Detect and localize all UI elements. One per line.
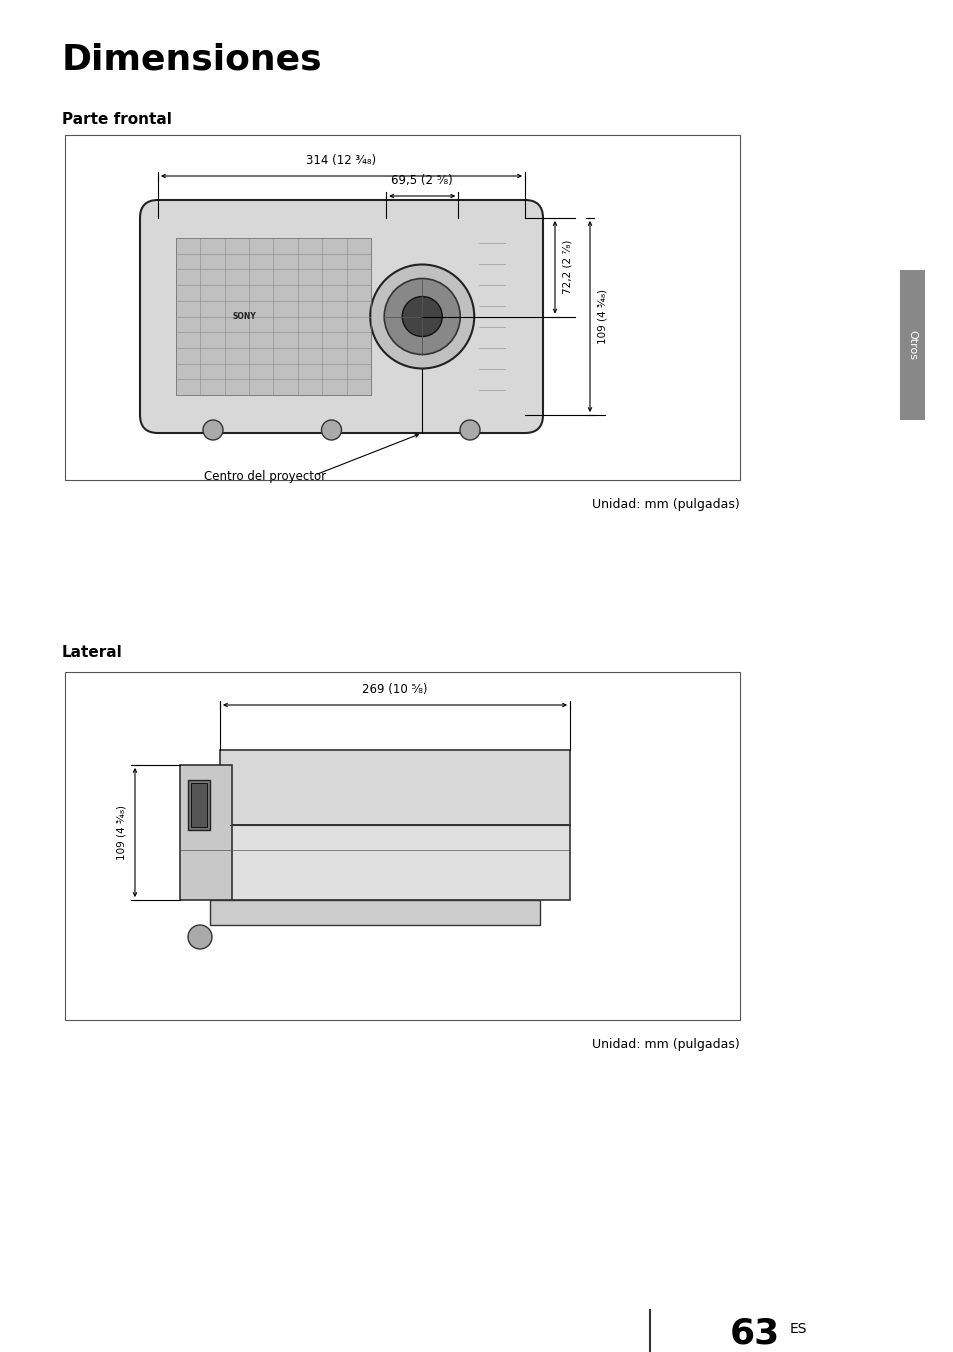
Bar <box>188 780 210 830</box>
Text: 109 (4 ¾₈): 109 (4 ¾₈) <box>117 804 127 860</box>
Bar <box>220 750 569 825</box>
Text: 72,2 (2 ⁷⁄₈): 72,2 (2 ⁷⁄₈) <box>562 241 573 295</box>
Text: Parte frontal: Parte frontal <box>62 112 172 127</box>
Circle shape <box>402 296 442 337</box>
Circle shape <box>459 420 479 439</box>
Text: Dimensiones: Dimensiones <box>62 42 322 76</box>
Text: Unidad: mm (pulgadas): Unidad: mm (pulgadas) <box>592 1038 740 1051</box>
Bar <box>385 293 399 320</box>
Text: Lateral: Lateral <box>62 645 123 660</box>
Circle shape <box>370 265 474 369</box>
Circle shape <box>384 279 459 354</box>
Text: 63: 63 <box>729 1315 780 1351</box>
Bar <box>210 900 539 925</box>
Circle shape <box>203 420 223 439</box>
Circle shape <box>188 925 212 949</box>
Text: SONY: SONY <box>233 312 255 320</box>
Bar <box>175 238 371 395</box>
Bar <box>65 672 740 1019</box>
Text: Centro del proyector: Centro del proyector <box>204 470 326 483</box>
Bar <box>180 765 232 900</box>
FancyBboxPatch shape <box>140 200 542 433</box>
Text: 314 (12 ¾₈): 314 (12 ¾₈) <box>306 154 376 168</box>
Text: Unidad: mm (pulgadas): Unidad: mm (pulgadas) <box>592 498 740 511</box>
Circle shape <box>321 420 341 439</box>
Bar <box>191 783 207 827</box>
Bar <box>899 270 924 420</box>
Bar <box>230 825 569 900</box>
Text: Otros: Otros <box>906 330 917 360</box>
Bar <box>65 135 740 480</box>
Text: 269 (10 ⁵⁄₈): 269 (10 ⁵⁄₈) <box>362 683 427 696</box>
Text: 69,5 (2 ⁵⁄₈): 69,5 (2 ⁵⁄₈) <box>391 174 453 187</box>
Text: 109 (4 ¾₈): 109 (4 ¾₈) <box>598 289 607 343</box>
Text: ES: ES <box>789 1322 806 1336</box>
